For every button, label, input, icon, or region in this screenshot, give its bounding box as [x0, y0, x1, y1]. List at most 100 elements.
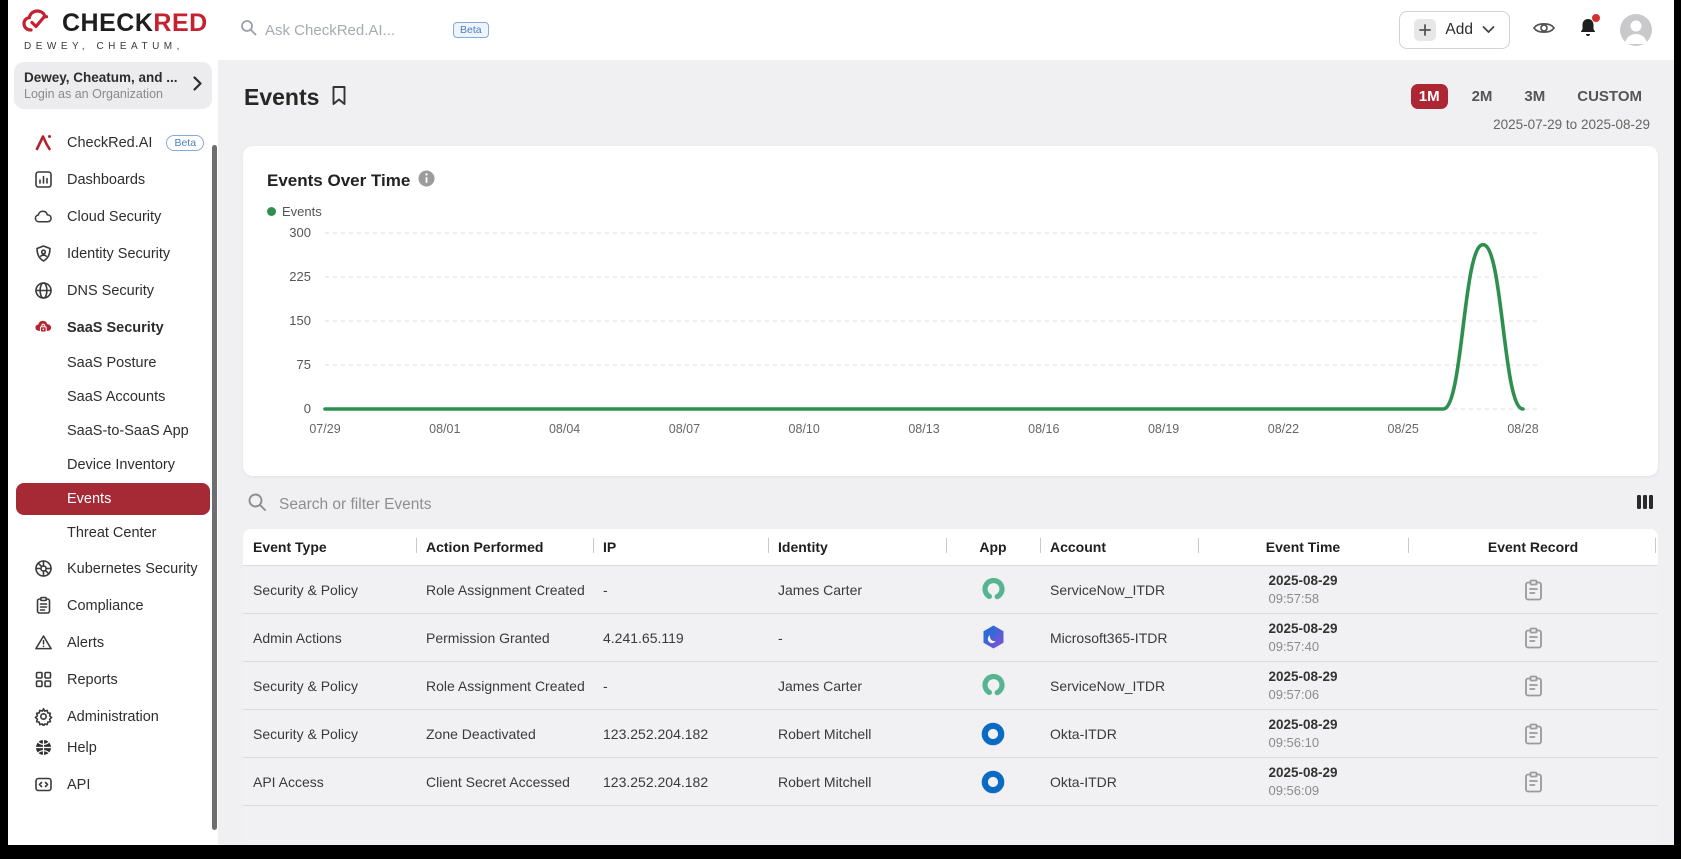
sidebar-item-dashboards[interactable]: Dashboards [16, 162, 210, 197]
event-date: 2025-08-29 [1268, 668, 1338, 684]
column-header-event-time[interactable]: Event Time [1198, 529, 1408, 565]
sidebar-item-label: SaaS Security [67, 319, 164, 336]
event-record-icon[interactable] [1524, 579, 1543, 601]
range-option-2m[interactable]: 2M [1471, 88, 1493, 105]
table-row[interactable]: Security & Policy Role Assignment Created… [243, 565, 1658, 613]
event-record-icon[interactable] [1524, 675, 1543, 697]
event-record-icon[interactable] [1524, 627, 1543, 649]
sidebar-item-events[interactable]: Events [16, 483, 210, 515]
event-record-icon[interactable] [1524, 723, 1543, 745]
table-row[interactable]: API Access Client Secret Accessed 123.252.… [243, 757, 1658, 805]
notifications-button[interactable] [1578, 13, 1600, 44]
chevron-right-icon [193, 75, 202, 96]
cell-action-performed: Client Secret Accessed [426, 773, 570, 790]
event-date: 2025-08-29 [1268, 764, 1338, 780]
column-header-ip[interactable]: IP [593, 529, 768, 565]
table-row[interactable]: Security & Policy Zone Deactivated 123.252… [243, 709, 1658, 757]
cell-event-record[interactable] [1408, 614, 1658, 661]
columns-icon[interactable] [1636, 494, 1654, 515]
sidebar-item-administration[interactable]: Administration [16, 699, 210, 734]
cell-event-type: API Access [253, 773, 324, 790]
sidebar-item-label: Administration [67, 708, 159, 725]
notification-badge [1592, 13, 1600, 22]
column-header-app[interactable]: App [946, 529, 1040, 565]
event-time: 09:56:09 [1268, 782, 1320, 798]
event-record-icon[interactable] [1524, 771, 1543, 793]
events-table: Event Type Action Performed IP Identity App A… [243, 529, 1658, 845]
column-header-event-record[interactable]: Event Record [1408, 529, 1658, 565]
cell-ip-address: 123.252.204.182 [603, 773, 709, 790]
sidebar-item-api[interactable]: API [16, 767, 210, 802]
cell-ip-address: 4.241.65.119 [603, 629, 684, 646]
table-row[interactable]: Security & Policy Role Assignment Created… [243, 661, 1658, 709]
cell-event-type: Admin Actions [253, 629, 342, 646]
table-filter-bar [243, 486, 1658, 523]
cell-event-time: 2025-08-29 09:56:09 [1198, 758, 1408, 805]
svg-text:08/13: 08/13 [908, 422, 939, 436]
sidebar-item-alerts[interactable]: Alerts [16, 625, 210, 660]
cell-event-record[interactable] [1408, 566, 1658, 613]
sidebar-item-reports[interactable]: Reports [16, 662, 210, 697]
saas-security-icon [34, 318, 53, 337]
range-option-3m[interactable]: 3M [1524, 88, 1546, 105]
avatar[interactable] [1620, 14, 1652, 46]
cell-account: Okta-ITDR [1050, 725, 1117, 742]
sidebar-item-saas-posture[interactable]: SaaS Posture [16, 347, 210, 379]
add-button[interactable]: Add [1399, 11, 1510, 49]
sidebar-item-device-inventory[interactable]: Device Inventory [16, 449, 210, 481]
ask-checkred-input[interactable] [265, 21, 445, 39]
cell-ip-address: 123.252.204.182 [603, 725, 709, 742]
sidebar-item-compliance[interactable]: Compliance [16, 588, 210, 623]
bookmark-icon[interactable] [331, 85, 347, 111]
event-time: 09:57:58 [1268, 590, 1320, 606]
column-header-account[interactable]: Account [1040, 529, 1198, 565]
table-row[interactable]: Admin Actions Permission Granted 4.241.65.… [243, 613, 1658, 661]
sidebar-item-saas-accounts[interactable]: SaaS Accounts [16, 381, 210, 413]
sidebar-item-kubernetes-security[interactable]: Kubernetes Security [16, 551, 210, 586]
sidebar-item-label: Kubernetes Security [67, 560, 198, 577]
logo[interactable]: CHECKRED DEWEY, CHEATUM, [8, 8, 220, 52]
column-header-identity[interactable]: Identity [768, 529, 946, 565]
sidebar-scrollbar[interactable] [212, 145, 217, 830]
sidebar-item-help[interactable]: Help [16, 730, 210, 765]
sidebar-item-label: DNS Security [67, 282, 155, 299]
sidebar-item-saas-security[interactable]: SaaS Security [16, 310, 210, 345]
view-toggle-button[interactable] [1532, 20, 1556, 41]
cell-event-record[interactable] [1408, 710, 1658, 757]
cell-app [946, 710, 1040, 757]
servicenow-icon [981, 673, 1005, 697]
info-icon[interactable] [418, 170, 435, 192]
cell-event-record[interactable] [1408, 758, 1658, 805]
svg-text:08/07: 08/07 [669, 422, 700, 436]
svg-text:07/29: 07/29 [309, 422, 340, 436]
cell-action-performed: Role Assignment Created [426, 677, 585, 694]
range-option-1m[interactable]: 1M [1410, 84, 1448, 109]
help-icon [34, 738, 53, 757]
table-body: Security & Policy Role Assignment Created… [243, 565, 1658, 805]
table-search-input[interactable] [279, 495, 679, 514]
sidebar-item-threat-center[interactable]: Threat Center [16, 517, 210, 549]
column-header-action-performed[interactable]: Action Performed [416, 529, 593, 565]
column-header-event-type[interactable]: Event Type [253, 539, 327, 555]
chart-legend: Events [267, 204, 1634, 219]
legend-dot-events [267, 207, 276, 216]
search-icon [247, 492, 267, 517]
okta-icon [981, 722, 1005, 745]
cell-event-time: 2025-08-29 09:57:40 [1198, 614, 1408, 661]
sidebar-item-cloud-security[interactable]: Cloud Security [16, 199, 210, 234]
org-selector[interactable]: Dewey, Cheatum, and ... Login as an Orga… [14, 62, 212, 109]
ai-search[interactable]: Beta [240, 19, 1399, 41]
reports-icon [34, 670, 53, 689]
kubernetes-security-icon [34, 559, 53, 578]
cloud-security-icon [34, 207, 53, 226]
sidebar-nav: CheckRed.AI Beta Dashboards Cloud Security I… [8, 125, 218, 802]
sidebar-item-checkred-ai[interactable]: CheckRed.AI Beta [16, 125, 210, 160]
sidebar-item-dns-security[interactable]: DNS Security [16, 273, 210, 308]
table-search[interactable] [247, 492, 1636, 517]
cell-account: Microsoft365-ITDR [1050, 629, 1168, 646]
range-option-custom[interactable]: CUSTOM [1577, 88, 1642, 105]
cell-event-record[interactable] [1408, 662, 1658, 709]
sidebar-item-saas-to-saas-app[interactable]: SaaS-to-SaaS App [16, 415, 210, 447]
sidebar-item-identity-security[interactable]: Identity Security [16, 236, 210, 271]
page-title: Events [244, 84, 320, 110]
